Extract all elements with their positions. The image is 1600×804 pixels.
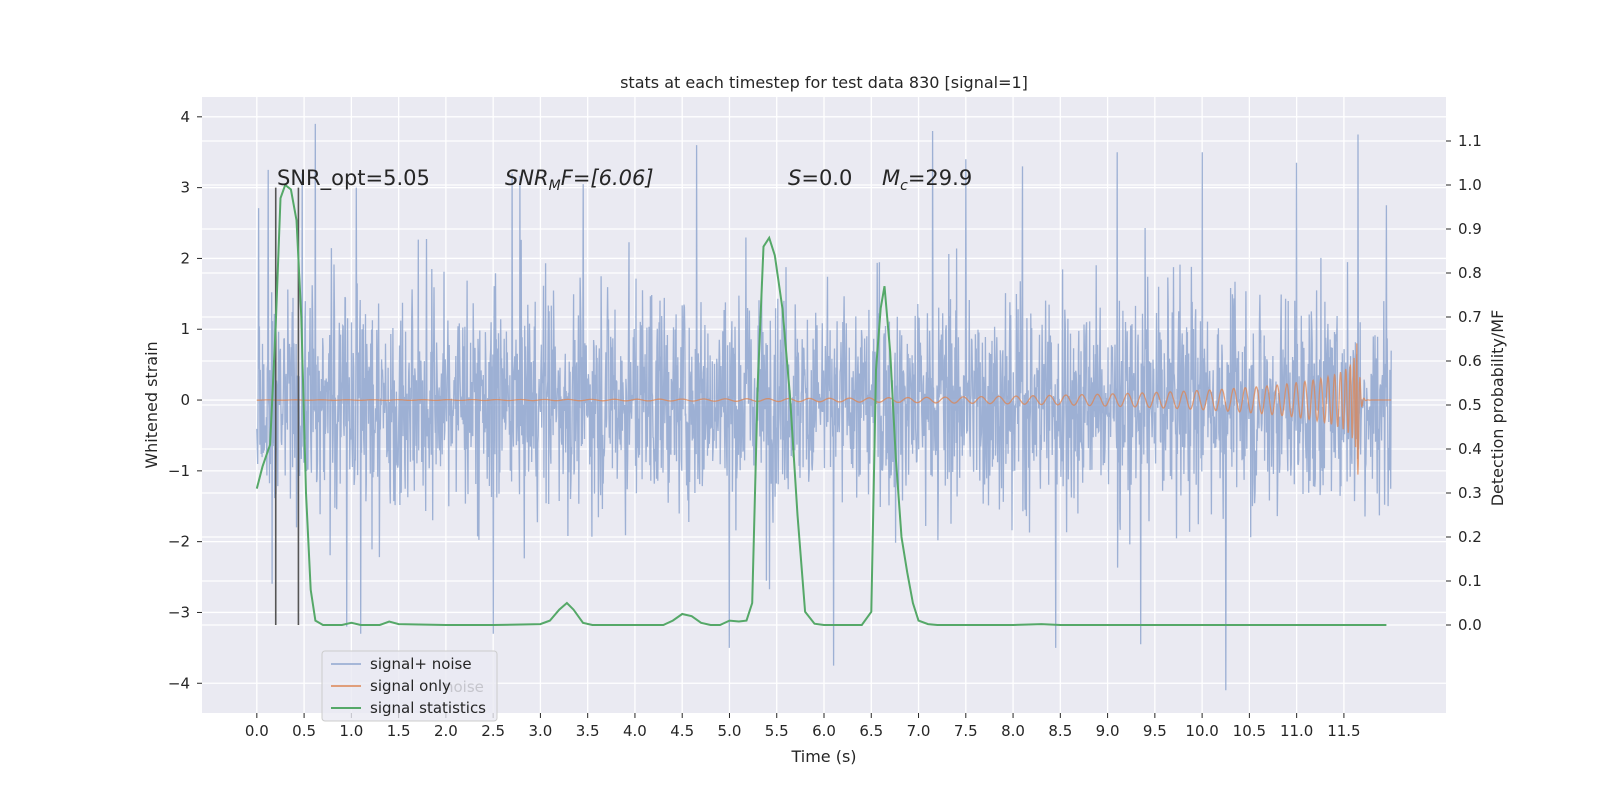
x-tick-label: 8.0 xyxy=(1001,722,1025,740)
x-tick-label: 10.0 xyxy=(1185,722,1218,740)
x-tick-label: 6.0 xyxy=(812,722,836,740)
y2-tick-label: 0.1 xyxy=(1458,572,1482,590)
legend: noise signal+ noise signal only signal s… xyxy=(321,650,498,722)
y2-axis-ticks: 1.1 1.0 0.9 0.8 0.7 0.6 0.5 0.4 0.3 0.2 0.1 0.0 xyxy=(1446,132,1482,634)
x-tick-label: 3.5 xyxy=(576,722,600,740)
y-tick-label: −3 xyxy=(168,603,190,621)
y-tick-label: 1 xyxy=(180,320,190,338)
x-tick-label: 8.5 xyxy=(1048,722,1072,740)
x-tick-label: 9.0 xyxy=(1096,722,1120,740)
y-tick-label: 3 xyxy=(180,179,190,197)
x-tick-label: 4.5 xyxy=(670,722,694,740)
x-tick-label: 1.0 xyxy=(339,722,363,740)
plot-content xyxy=(255,123,1392,691)
y-tick-label: 0 xyxy=(180,391,190,409)
x-tick-label: 7.5 xyxy=(954,722,978,740)
x-tick-label: 0.0 xyxy=(245,722,269,740)
annotation-snr-opt: SNR_opt=5.05 xyxy=(277,166,430,191)
y-tick-label: −2 xyxy=(168,533,190,551)
y-tick-label: −4 xyxy=(168,674,190,692)
y2-tick-label: 0.2 xyxy=(1458,528,1482,546)
x-axis-label: Time (s) xyxy=(790,747,856,766)
annotation-s: S=0.0 xyxy=(788,166,852,190)
x-tick-label: 5.5 xyxy=(765,722,789,740)
series-signal-only xyxy=(256,343,1392,475)
x-tick-label: 4.0 xyxy=(623,722,647,740)
s-value: =0.0 xyxy=(801,166,852,190)
y2-tick-label: 0.7 xyxy=(1458,308,1482,326)
mc-value: =29.9 xyxy=(908,166,972,190)
y2-tick-label: 1.1 xyxy=(1458,132,1482,150)
y-tick-label: 2 xyxy=(180,249,190,267)
y-tick-label: −1 xyxy=(168,462,190,480)
y2-tick-label: 0.0 xyxy=(1458,616,1482,634)
x-tick-label: 11.5 xyxy=(1327,722,1360,740)
mc-sub: c xyxy=(900,178,908,194)
x-tick-label: 0.5 xyxy=(292,722,316,740)
x-tick-label: 7.0 xyxy=(907,722,931,740)
x-tick-label: 10.5 xyxy=(1233,722,1266,740)
series-signal-noise xyxy=(256,123,1392,691)
x-tick-label: 3.0 xyxy=(528,722,552,740)
x-tick-label: 5.0 xyxy=(718,722,742,740)
y2-tick-label: 0.9 xyxy=(1458,220,1482,238)
annotation-mc: Mc=29.9 xyxy=(882,166,972,194)
x-tick-label: 6.5 xyxy=(859,722,883,740)
x-tick-label: 2.0 xyxy=(434,722,458,740)
legend-label-statistics: signal statistics xyxy=(370,699,486,717)
y2-tick-label: 0.4 xyxy=(1458,440,1482,458)
y-axis-ticks: 4 3 2 1 0 −1 −2 −3 −4 xyxy=(168,108,202,692)
snr-mf-sub: M xyxy=(549,178,561,194)
snr-mf-label: SNR xyxy=(505,166,549,190)
y2-tick-label: 0.8 xyxy=(1458,264,1482,282)
snr-mf-rest: F=[6.06] xyxy=(561,166,654,190)
mc-label: M xyxy=(882,166,900,190)
x-tick-label: 2.5 xyxy=(481,722,505,740)
x-tick-label: 1.5 xyxy=(387,722,411,740)
legend-label-noise: signal+ noise xyxy=(370,655,472,673)
x-tick-label: 11.0 xyxy=(1280,722,1313,740)
s-label: S xyxy=(788,166,801,190)
y2-tick-label: 0.6 xyxy=(1458,352,1482,370)
legend-box xyxy=(321,650,498,722)
y2-tick-label: 0.3 xyxy=(1458,484,1482,502)
series-signal-statistics xyxy=(255,183,1387,626)
y-tick-label: 4 xyxy=(180,108,190,126)
legend-hidden-text: noise xyxy=(444,678,484,696)
y2-tick-label: 1.0 xyxy=(1458,176,1482,194)
y-axis-label: Whitened strain xyxy=(142,341,161,468)
y2-tick-label: 0.5 xyxy=(1458,396,1482,414)
y2-axis-label: Detection probability/MF xyxy=(1488,310,1507,507)
chart-title: stats at each timestep for test data 830… xyxy=(620,73,1028,92)
x-tick-label: 9.5 xyxy=(1143,722,1167,740)
legend-label-signal: signal only xyxy=(370,677,451,695)
x-axis-ticks: 0.0 0.5 1.0 1.5 2.0 2.5 3.0 3.5 4.0 4.5 5.0 5.5 6.0 6… xyxy=(245,713,1361,740)
annotation-snr-mf: SNRMF=[6.06] xyxy=(505,166,654,194)
